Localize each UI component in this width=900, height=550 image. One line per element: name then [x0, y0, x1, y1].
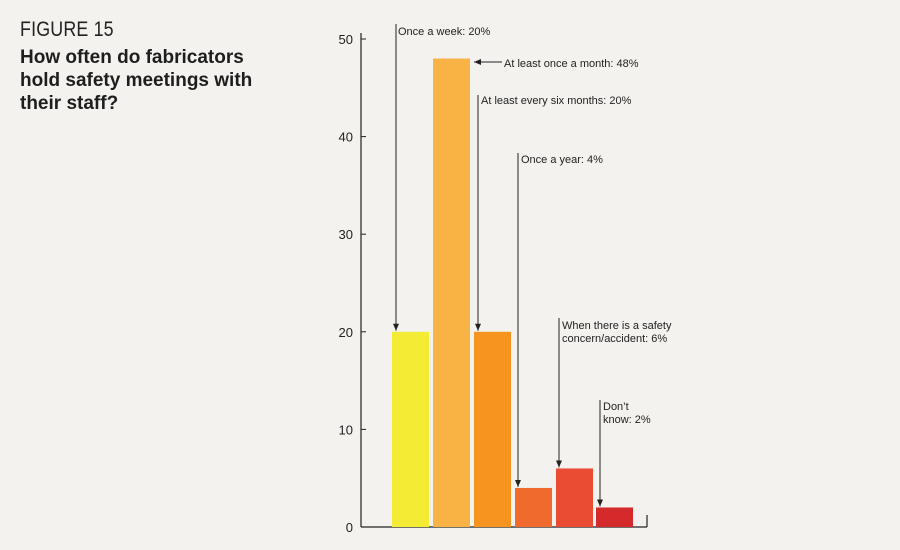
bar-group: [392, 58, 633, 528]
y-tick-label: 30: [339, 227, 353, 242]
chart-title: How often do fabricators hold safety mee…: [20, 47, 253, 114]
annotation-label: At least once a month: 48%: [504, 58, 639, 70]
annotation-label: Once a week: 20%: [398, 26, 491, 38]
annotation-label: When there is a safety: [562, 320, 672, 332]
arrowhead: [597, 499, 603, 507]
figure-label: FIGURE 15: [20, 18, 114, 41]
y-tick-label: 40: [339, 130, 353, 145]
annotation-label: At least every six months: 20%: [481, 95, 632, 107]
bar: [392, 331, 429, 527]
annotation-label: Once a year: 4%: [521, 154, 603, 166]
y-tick-label: 50: [339, 32, 353, 47]
bar: [596, 507, 633, 527]
arrowhead: [393, 323, 399, 331]
y-tick-label: 10: [339, 422, 353, 437]
arrowhead: [556, 460, 562, 468]
annotation-label: Don’t: [603, 401, 629, 413]
annotation-group: Once a week: 20% At least once a month: 4…: [393, 24, 672, 507]
arrowhead: [475, 323, 481, 331]
bar: [433, 58, 470, 528]
y-tick-label: 20: [339, 325, 353, 340]
bar: [556, 468, 593, 527]
annotation-label: know: 2%: [603, 414, 651, 426]
arrowhead: [474, 59, 481, 65]
annotation-label: concern/accident: 6%: [562, 333, 667, 345]
y-tick-label: 0: [346, 520, 353, 535]
bar: [474, 331, 511, 527]
arrowhead: [515, 479, 521, 487]
bar: [515, 487, 552, 527]
